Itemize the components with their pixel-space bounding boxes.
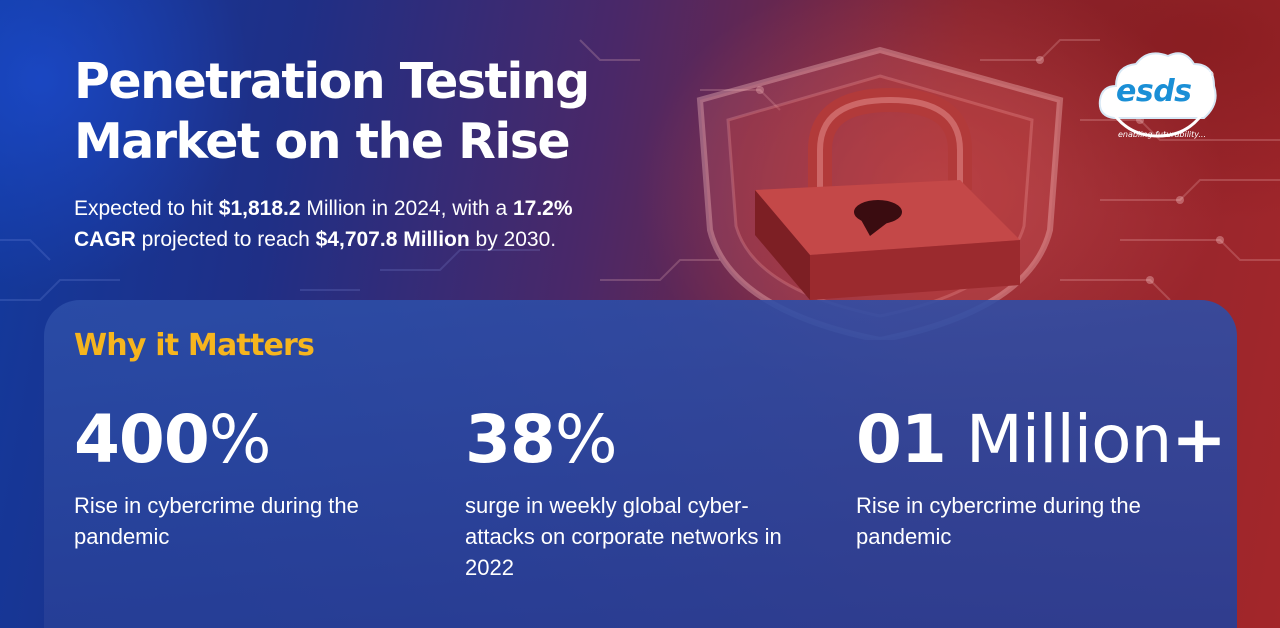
summary-cagr-value: 17.2% <box>512 197 573 220</box>
stat-unit: % <box>208 401 272 478</box>
stat-number: 01 <box>856 401 947 478</box>
title-line-2: Market on the Rise <box>74 113 571 170</box>
padlock-shield-icon <box>696 46 1064 340</box>
summary-text-4: by 2030. <box>469 228 557 251</box>
stat-card-cyber-attacks: 38% surge in weekly global cyber-attacks… <box>465 400 795 583</box>
stat-plus: + <box>1171 401 1226 478</box>
summary-value-2024: $1,818.2 <box>218 197 301 220</box>
logo-tagline: enabling futurability... <box>1118 130 1207 139</box>
stat-value: 01 Million+ <box>856 400 1227 480</box>
cloud-icon <box>1098 52 1217 138</box>
stat-description: surge in weekly global cyber-attacks on … <box>465 493 782 580</box>
market-summary: Expected to hit $1,818.2 Million in 2024… <box>74 193 654 255</box>
stat-value: 400% <box>74 400 434 480</box>
esds-logo: esds ® enabling futurability... <box>1096 44 1220 144</box>
logo-name: esds <box>1116 74 1192 109</box>
stat-card-million: 01 Million+ Rise in cybercrime during th… <box>856 400 1227 552</box>
stat-value: 38% <box>465 400 795 480</box>
stat-card-cybercrime: 400% Rise in cybercrime during the pande… <box>74 400 434 552</box>
title-line-1: Penetration Testing <box>74 53 590 110</box>
summary-text-1: Expected to hit <box>74 197 219 220</box>
stats-panel <box>44 300 1237 628</box>
stat-description: Rise in cybercrime during the pandemic <box>74 493 359 549</box>
stat-number: 38 <box>465 401 556 478</box>
summary-value-2030: $4,707.8 Million <box>315 228 470 251</box>
stat-unit: Million <box>945 401 1173 478</box>
page-title: Penetration Testing Market on the Rise <box>74 52 694 172</box>
registered-mark: ® <box>1204 68 1215 81</box>
stat-unit: % <box>554 401 618 478</box>
summary-text-3: projected to reach <box>135 228 316 251</box>
stat-number: 400 <box>74 401 210 478</box>
summary-text-2: Million in 2024, with a <box>300 197 513 220</box>
section-title: Why it Matters <box>74 328 315 363</box>
summary-cagr-label: CAGR <box>74 228 136 251</box>
stat-description: Rise in cybercrime during the pandemic <box>856 493 1141 549</box>
